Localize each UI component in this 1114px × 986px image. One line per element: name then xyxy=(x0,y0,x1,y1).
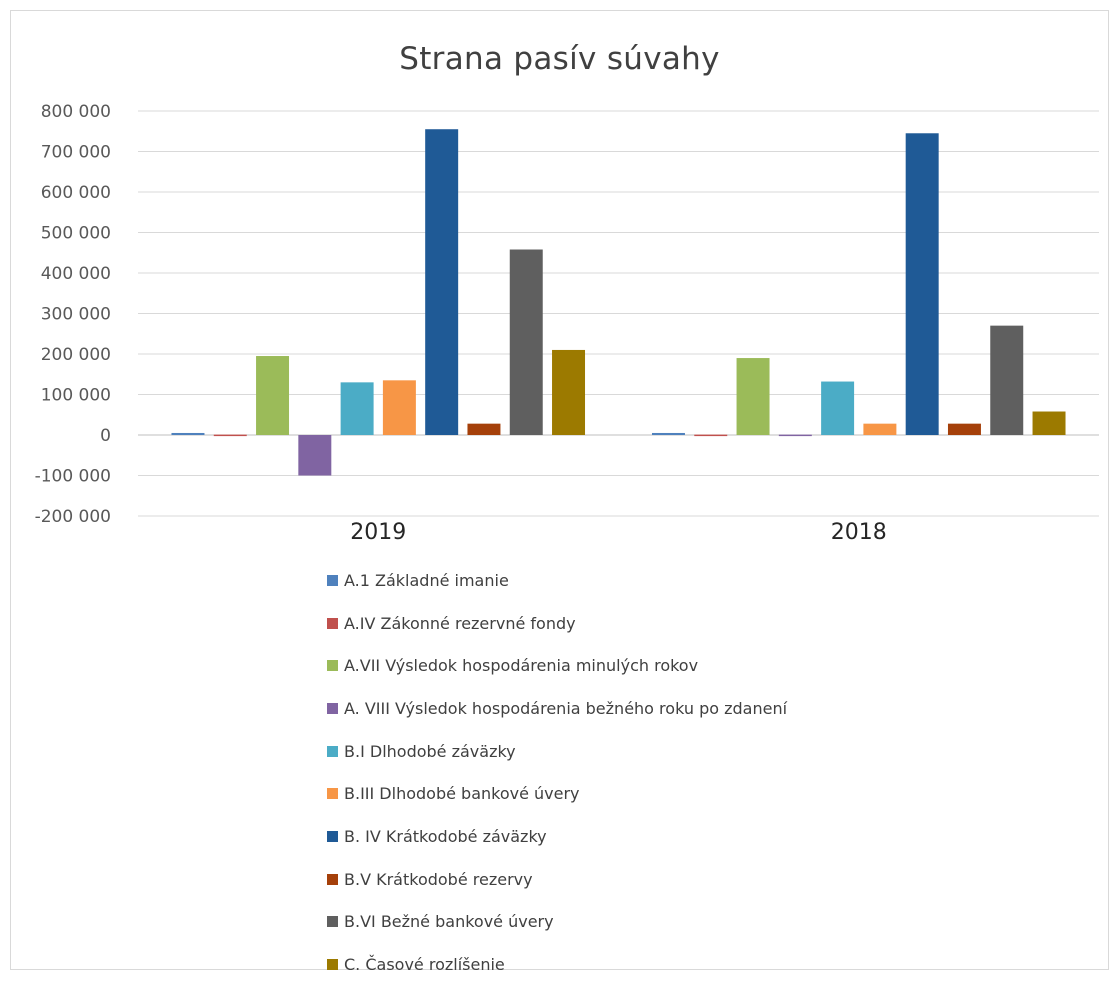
bar xyxy=(298,435,332,476)
bar xyxy=(778,434,812,437)
legend-swatch xyxy=(327,745,338,757)
legend-item: B.III Dlhodobé bankové úvery xyxy=(327,772,787,815)
legend-label: B. IV Krátkodobé záväzky xyxy=(344,826,547,846)
legend-label: A.VII Výsledok hospodárenia minulých rok… xyxy=(344,656,699,676)
bar xyxy=(382,380,416,435)
y-tick-label: 100 000 xyxy=(41,386,111,406)
legend-swatch xyxy=(327,702,338,714)
bar xyxy=(340,382,374,435)
legend-swatch xyxy=(327,873,338,885)
legend-label: A. VIII Výsledok hospodárenia bežného ro… xyxy=(344,698,788,718)
y-tick-label: 500 000 xyxy=(41,224,111,244)
bar xyxy=(651,432,685,435)
bar xyxy=(821,381,855,435)
legend-swatch xyxy=(327,788,338,800)
chart-frame: Strana pasív súvahy 800 000 700 000 600 00… xyxy=(10,10,1109,974)
y-tick-label: 800 000 xyxy=(41,102,111,122)
bar xyxy=(1032,411,1066,435)
legend-item: B.V Krátkodobé rezervy xyxy=(327,858,787,901)
x-category-label: 2019 xyxy=(350,520,406,545)
legend-item: A.IV Zákonné rezervné fondy xyxy=(327,602,787,645)
legend-label: B.VI Bežné bankové úvery xyxy=(344,912,554,932)
x-category-label: 2018 xyxy=(831,520,887,545)
y-tick-label: -200 000 xyxy=(35,507,111,527)
legend-swatch xyxy=(327,660,338,672)
legend-swatch xyxy=(327,916,338,928)
y-tick-label: 700 000 xyxy=(41,143,111,163)
legend-label: C. Časové rozlíšenie xyxy=(344,955,505,975)
legend-item: B. IV Krátkodobé záväzky xyxy=(327,815,787,858)
chart-title: Strana pasív súvahy xyxy=(399,41,720,77)
bar xyxy=(863,423,897,435)
bar xyxy=(694,434,728,437)
chart-legend: A.1 Základné imanie A.IV Zákonné rezervné… xyxy=(327,559,787,986)
legend-swatch xyxy=(327,959,338,971)
legend-item: A. VIII Výsledok hospodárenia bežného ro… xyxy=(327,687,787,730)
legend-item: A.VII Výsledok hospodárenia minulých rok… xyxy=(327,644,787,687)
y-tick-label: 200 000 xyxy=(41,345,111,365)
legend-label: A.IV Zákonné rezervné fondy xyxy=(344,613,576,633)
legend-label: A.1 Základné imanie xyxy=(344,570,509,590)
legend-item: A.1 Základné imanie xyxy=(327,559,787,602)
bar xyxy=(467,423,501,435)
y-tick-label: 600 000 xyxy=(41,183,111,203)
bar xyxy=(425,129,459,435)
chart-plot: 800 000 700 000 600 000 500 000 400 000 300 0… xyxy=(35,102,1099,545)
y-tick-label: 0 xyxy=(100,426,111,446)
legend-label: B.V Krátkodobé rezervy xyxy=(344,869,533,889)
legend-label: B.III Dlhodobé bankové úvery xyxy=(344,784,580,804)
y-tick-label: 400 000 xyxy=(41,264,111,284)
legend-item: B.I Dlhodobé záväzky xyxy=(327,730,787,773)
bar xyxy=(736,358,770,435)
bar xyxy=(905,133,939,435)
y-tick-label: -100 000 xyxy=(35,467,111,487)
y-tick-label: 300 000 xyxy=(41,305,111,325)
legend-label: B.I Dlhodobé záväzky xyxy=(344,741,516,761)
legend-item: C. Časové rozlíšenie xyxy=(327,943,787,986)
legend-swatch xyxy=(327,574,338,586)
bar xyxy=(552,349,586,435)
legend-swatch xyxy=(327,830,338,842)
bar xyxy=(990,325,1024,435)
bar xyxy=(509,249,543,435)
bar xyxy=(256,356,290,435)
legend-swatch xyxy=(327,617,338,629)
bar xyxy=(947,423,981,435)
bar xyxy=(171,432,205,435)
legend-item: B.VI Bežné bankové úvery xyxy=(327,901,787,944)
bar xyxy=(213,434,247,437)
